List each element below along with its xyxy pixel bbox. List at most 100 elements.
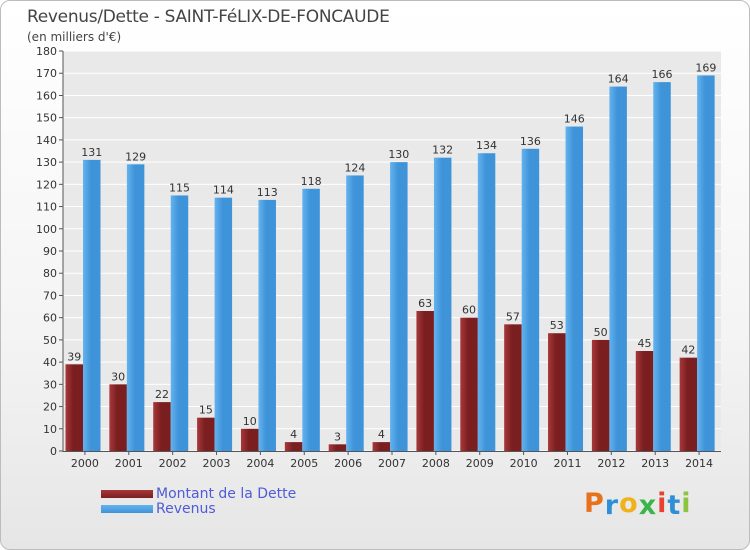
data-label-dette-2001: 30 (111, 370, 125, 383)
bar-dette-2004 (240, 428, 259, 451)
bar-dette-2010 (504, 324, 522, 451)
data-label-dette-2011: 53 (550, 319, 564, 332)
data-label-revenus-2009: 134 (476, 139, 497, 152)
logo-letter: x (638, 490, 658, 521)
x-tick-label-2009: 2009 (466, 457, 494, 470)
x-tick-label-2000: 2000 (71, 457, 99, 470)
bar-revenus-2001 (126, 164, 145, 452)
bar-dette-2001 (109, 384, 127, 451)
bar-revenus-2007 (390, 162, 408, 451)
y-tick-label: 40 (43, 356, 57, 369)
x-tick-label-2010: 2010 (510, 457, 538, 470)
legend-swatch-revenus (101, 505, 153, 513)
y-tick-label: 20 (43, 401, 57, 414)
data-label-revenus-2011: 146 (564, 113, 585, 126)
data-label-revenus-2006: 124 (344, 161, 365, 174)
bar-dette-2006 (328, 444, 347, 451)
logo-letter: o (619, 488, 639, 519)
data-label-revenus-2013: 166 (652, 68, 673, 81)
data-label-dette-2002: 22 (155, 388, 169, 401)
bar-dette-2012 (591, 339, 610, 451)
y-tick-label: 110 (36, 201, 57, 214)
data-label-dette-2004: 10 (243, 415, 257, 428)
y-tick-label: 30 (43, 378, 57, 391)
bar-revenus-2010 (521, 148, 540, 451)
bar-dette-2013 (635, 351, 654, 451)
x-tick-label-2003: 2003 (203, 457, 231, 470)
x-tick-label-2014: 2014 (685, 457, 713, 470)
y-tick-label: 100 (36, 223, 57, 236)
data-label-dette-2005: 4 (290, 428, 297, 441)
bar-revenus-2005 (302, 188, 320, 451)
data-label-revenus-2000: 131 (81, 146, 102, 159)
data-label-revenus-2001: 129 (125, 150, 146, 163)
data-label-dette-2006: 3 (334, 430, 341, 443)
y-tick-label: 130 (36, 156, 57, 169)
y-tick-label: 150 (36, 112, 57, 125)
legend-label-revenus: Revenus (156, 501, 216, 517)
data-label-dette-2007: 4 (378, 428, 385, 441)
chart-subtitle: (en milliers d'€) (27, 30, 122, 44)
data-label-revenus-2008: 132 (432, 144, 453, 157)
y-tick-label: 140 (36, 134, 57, 147)
y-tick-label: 50 (43, 334, 57, 347)
bar-dette-2014 (679, 357, 698, 451)
y-tick-label: 0 (50, 445, 57, 458)
logo-letter: i (657, 488, 668, 519)
data-label-revenus-2010: 136 (520, 135, 541, 148)
x-tick-label-2007: 2007 (378, 457, 406, 470)
y-tick-label: 90 (43, 245, 57, 258)
data-label-revenus-2014: 169 (695, 61, 716, 74)
logo-letter: P (584, 488, 605, 519)
proxiti-logo: Proxiti (584, 488, 692, 521)
bar-chart: 0 10 20 30 40 50 60 70 80 90 100 110 120 130 140 150 160… (36, 45, 721, 470)
bar-dette-2008 (416, 311, 434, 451)
bar-revenus-2000 (83, 159, 101, 451)
y-tick-label: 160 (36, 89, 57, 102)
data-label-dette-2009: 60 (462, 304, 476, 317)
bar-revenus-2011 (565, 126, 584, 452)
data-label-revenus-2007: 130 (388, 148, 409, 161)
legend-label-dette: Montant de la Dette (156, 486, 297, 502)
bar-revenus-2003 (214, 197, 233, 451)
bar-dette-2000 (65, 364, 83, 451)
x-tick-label-2012: 2012 (597, 457, 625, 470)
x-tick-label-2008: 2008 (422, 457, 450, 470)
bar-revenus-2008 (433, 157, 452, 451)
bar-dette-2007 (372, 442, 391, 451)
data-label-dette-2013: 45 (638, 337, 652, 350)
bar-revenus-2006 (346, 175, 364, 451)
data-label-revenus-2003: 114 (213, 184, 234, 197)
data-label-revenus-2002: 115 (169, 181, 190, 194)
bar-dette-2003 (197, 417, 215, 451)
legend-swatch-dette (101, 490, 153, 498)
chart-title: Revenus/Dette - SAINT-FéLIX-DE-FONCAUDE (27, 7, 390, 27)
data-label-dette-2014: 42 (681, 344, 695, 357)
bar-revenus-2004 (258, 199, 276, 451)
x-tick-label-2013: 2013 (641, 457, 669, 470)
bar-dette-2011 (548, 333, 566, 451)
x-tick-label-2001: 2001 (115, 457, 143, 470)
x-tick-label-2004: 2004 (246, 457, 274, 470)
data-label-dette-2010: 57 (506, 310, 520, 323)
bar-revenus-2012 (609, 86, 627, 452)
data-label-revenus-2004: 113 (257, 186, 278, 199)
logo-letter: r (604, 490, 620, 521)
y-tick-label: 10 (43, 423, 57, 436)
y-tick-label: 170 (36, 67, 57, 80)
data-label-dette-2008: 63 (418, 297, 432, 310)
bar-revenus-2002 (170, 195, 189, 451)
bar-dette-2009 (460, 317, 478, 451)
data-label-dette-2000: 39 (67, 350, 81, 363)
y-tick-label: 120 (36, 178, 57, 191)
data-label-revenus-2005: 118 (301, 175, 322, 188)
data-label-revenus-2012: 164 (608, 73, 629, 86)
x-tick-label-2005: 2005 (290, 457, 318, 470)
y-tick-label: 80 (43, 267, 57, 280)
x-tick-label-2011: 2011 (553, 457, 581, 470)
bar-revenus-2013 (653, 82, 671, 451)
y-tick-label: 70 (43, 289, 57, 302)
bar-revenus-2014 (697, 75, 715, 451)
data-label-dette-2012: 50 (594, 326, 608, 339)
